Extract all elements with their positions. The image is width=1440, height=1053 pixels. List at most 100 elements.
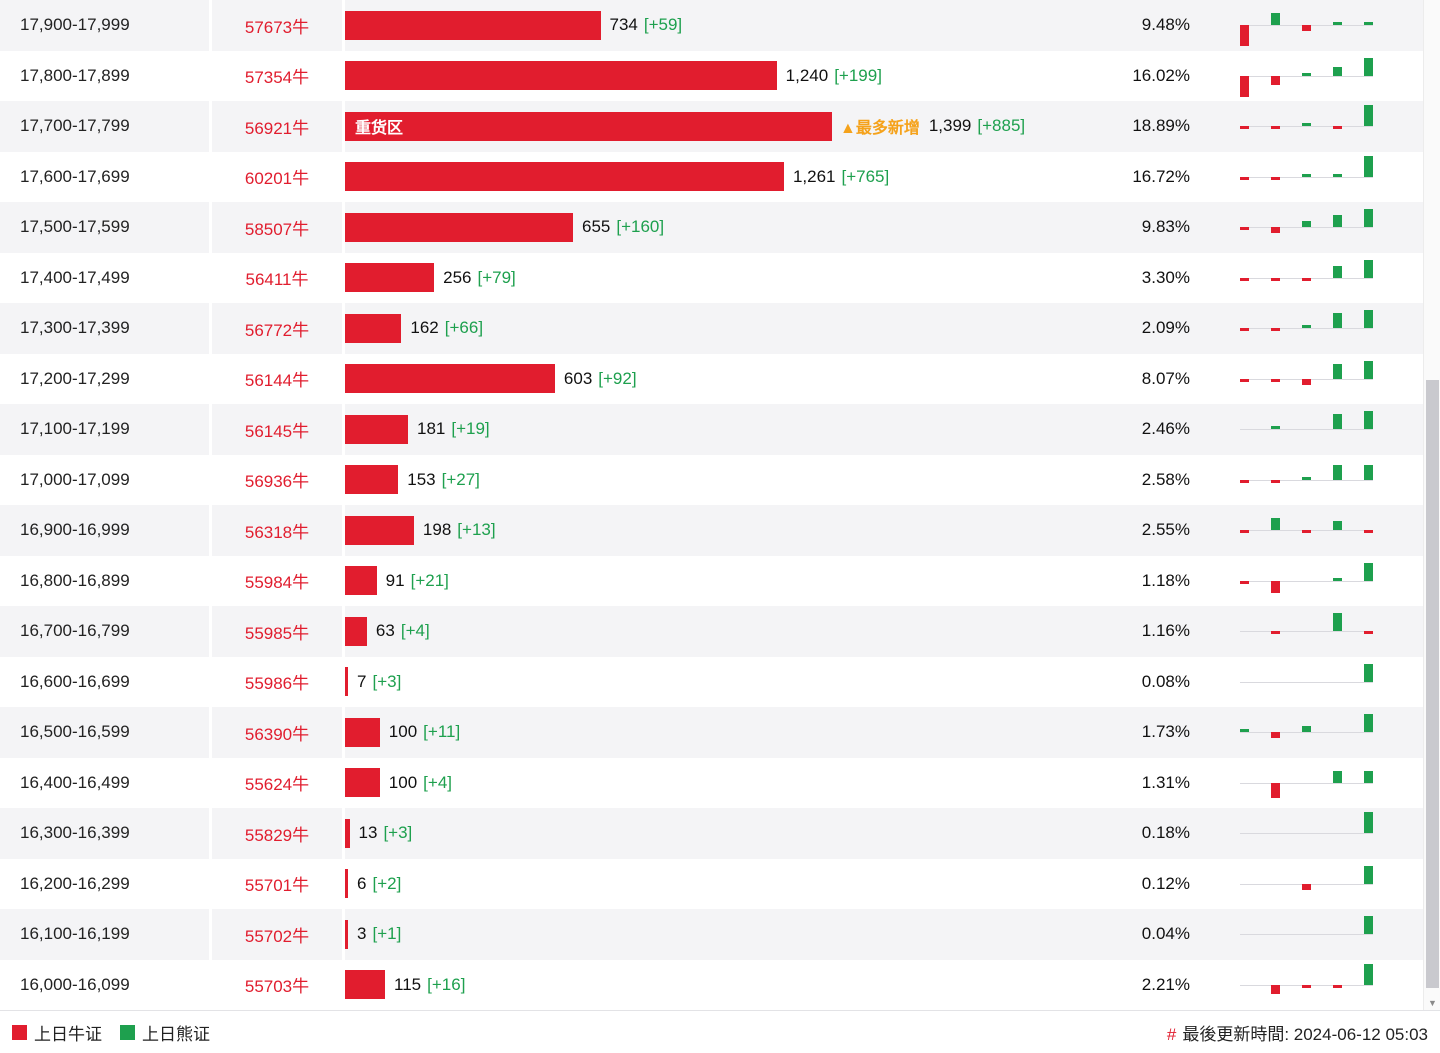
- change-value: [+3]: [372, 671, 402, 691]
- footer-bar: 上日牛证 上日熊证 # 最後更新時間: 2024-06-12 05:03: [0, 1010, 1440, 1053]
- sparkline-slot: [1364, 103, 1373, 149]
- cbbc-code-link[interactable]: 57354牛: [212, 50, 345, 101]
- cbbc-code-link[interactable]: 55701牛: [212, 858, 345, 909]
- bar-cell: 重货区 ▲最多新增 1,399 [+885]: [345, 101, 1083, 152]
- cbbc-code-link[interactable]: 55829牛: [212, 808, 345, 859]
- history-sparkline: [1240, 204, 1373, 250]
- sparkline-slot: [1364, 305, 1373, 351]
- bull-change-bar: [1240, 75, 1249, 97]
- cbbc-code-link[interactable]: 58507牛: [212, 202, 345, 253]
- outstanding-bar: [345, 616, 367, 646]
- sparkline-slot: [1240, 204, 1249, 250]
- history-sparkline: [1240, 709, 1373, 755]
- sparkline-slot: [1240, 709, 1249, 755]
- sparkline-baseline: [1240, 732, 1373, 734]
- cbbc-code-link[interactable]: 55702牛: [212, 909, 345, 960]
- scrollbar-thumb[interactable]: [1426, 380, 1439, 988]
- sparkline-slot: [1302, 457, 1311, 503]
- outstanding-value: 13: [358, 823, 378, 843]
- percentage-label: 1.31%: [1141, 772, 1190, 792]
- last-updated-text: 最後更新時間: 2024-06-12 05:03: [1182, 1024, 1428, 1044]
- sparkline-bars: [1240, 962, 1373, 1008]
- price-band-row: 17,400-17,499 56411牛 256 [+79] 3.30%: [0, 252, 1423, 303]
- percentage-label: 1.16%: [1141, 621, 1190, 641]
- bull-change-bar: [1240, 378, 1249, 382]
- bear-change-bar: [1364, 714, 1373, 733]
- sparkline-slot: [1271, 507, 1280, 553]
- sparkline-cell: [1198, 303, 1423, 354]
- sparkline-slot: [1240, 911, 1249, 957]
- price-range-label: 16,100-16,199: [0, 909, 212, 960]
- price-range-label: 17,400-17,499: [0, 252, 212, 303]
- price-range-label: 16,500-16,599: [0, 707, 212, 758]
- history-sparkline: [1240, 911, 1373, 957]
- cbbc-code-link[interactable]: 56390牛: [212, 707, 345, 758]
- bull-change-bar: [1302, 984, 1311, 988]
- hash-mark: #: [1166, 1024, 1177, 1044]
- sparkline-slot: [1333, 356, 1342, 402]
- sparkline-slot: [1364, 457, 1373, 503]
- outstanding-value: 655: [582, 217, 611, 237]
- sparkline-slot: [1333, 558, 1342, 604]
- change-value: [+765]: [841, 166, 890, 186]
- price-band-row: 16,900-16,999 56318牛 198 [+13] 2.55%: [0, 505, 1423, 556]
- vertical-scrollbar[interactable]: ▼: [1423, 0, 1440, 1010]
- cbbc-code-link[interactable]: 56144牛: [212, 353, 345, 404]
- bull-change-bar: [1240, 176, 1249, 180]
- cbbc-code-link[interactable]: 55984牛: [212, 555, 345, 606]
- bar-cell: 91 [+21]: [345, 556, 1083, 607]
- history-sparkline: [1240, 962, 1373, 1008]
- history-sparkline: [1240, 558, 1373, 604]
- cbbc-code-link[interactable]: 56772牛: [212, 303, 345, 354]
- outstanding-bar: [345, 919, 348, 949]
- sparkline-slot: [1333, 204, 1342, 250]
- bear-change-bar: [1333, 313, 1342, 329]
- bear-change-bar: [1302, 726, 1311, 733]
- price-band-row: 16,100-16,199 55702牛 3 [+1] 0.04%: [0, 909, 1423, 960]
- sparkline-slot: [1302, 810, 1311, 856]
- sparkline-slot: [1333, 608, 1342, 654]
- bull-change-bar: [1240, 227, 1249, 231]
- bear-change-bar: [1333, 521, 1342, 531]
- percentage-label: 16.72%: [1132, 166, 1190, 186]
- bear-legend-swatch-icon: [120, 1024, 135, 1040]
- cbbc-code-link[interactable]: 56318牛: [212, 505, 345, 556]
- bear-change-bar: [1302, 221, 1311, 228]
- sparkline-slot: [1333, 810, 1342, 856]
- change-value: [+11]: [423, 722, 461, 742]
- scroll-down-arrow-icon[interactable]: ▼: [1428, 998, 1437, 1008]
- cbbc-code-link[interactable]: 55624牛: [212, 757, 345, 808]
- cbbc-code-link[interactable]: 60201牛: [212, 151, 345, 202]
- sparkline-baseline: [1240, 479, 1373, 481]
- cbbc-code-link[interactable]: 56936牛: [212, 454, 345, 505]
- percentage-label: 1.18%: [1141, 570, 1190, 590]
- cbbc-distribution-table: 17,900-17,999 57673牛 734 [+59] 9.48% 17,…: [0, 0, 1423, 1010]
- sparkline-slot: [1240, 608, 1249, 654]
- sparkline-cell: [1198, 354, 1423, 405]
- outstanding-value: 603: [563, 368, 593, 388]
- sparkline-cell: [1198, 859, 1423, 910]
- sparkline-slot: [1271, 709, 1280, 755]
- cbbc-code-link[interactable]: 56145牛: [212, 404, 345, 455]
- cbbc-code-link[interactable]: 55985牛: [212, 606, 345, 657]
- bar-cell: 655 [+160]: [345, 202, 1083, 253]
- price-band-row: 17,600-17,699 60201牛 1,261 [+765] 16.72%: [0, 151, 1423, 202]
- sparkline-slot: [1364, 608, 1373, 654]
- sparkline-cell: [1198, 0, 1423, 51]
- sparkline-slot: [1364, 810, 1373, 856]
- cbbc-code-link[interactable]: 55986牛: [212, 656, 345, 707]
- cbbc-code-link[interactable]: 56411牛: [212, 252, 345, 303]
- percentage-label: 2.21%: [1141, 974, 1190, 994]
- percentage-label: 9.83%: [1141, 217, 1190, 237]
- cbbc-code-link[interactable]: 56921牛: [212, 101, 345, 152]
- outstanding-value: 100: [388, 772, 418, 792]
- sparkline-slot: [1364, 709, 1373, 755]
- sparkline-cell: [1198, 556, 1423, 607]
- history-sparkline: [1240, 861, 1373, 907]
- cbbc-code-link[interactable]: 57673牛: [212, 0, 345, 51]
- sparkline-slot: [1364, 53, 1373, 99]
- sparkline-cell: [1198, 909, 1423, 960]
- cbbc-code-link[interactable]: 55703牛: [212, 959, 345, 1010]
- sparkline-slot: [1333, 2, 1342, 48]
